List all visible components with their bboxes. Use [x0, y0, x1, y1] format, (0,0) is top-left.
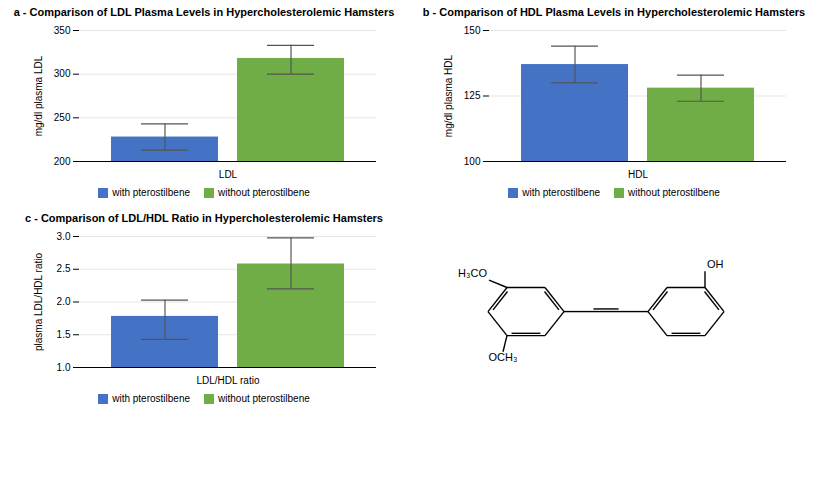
svg-text:H₃CO: H₃CO — [458, 267, 487, 279]
svg-text:2.0: 2.0 — [57, 296, 71, 307]
svg-text:mg/dl plasma LDL: mg/dl plasma LDL — [33, 55, 44, 136]
svg-text:100: 100 — [464, 156, 481, 167]
svg-text:1.0: 1.0 — [57, 362, 71, 373]
html-text:with pterostilbene: with pterostilbene — [112, 393, 190, 404]
svg-text:1.5: 1.5 — [57, 329, 71, 340]
svg-text:HDL: HDL — [628, 169, 648, 180]
svg-text:OCH₃: OCH₃ — [489, 351, 518, 363]
svg-text:OH: OH — [707, 258, 724, 270]
svg-text:200: 200 — [54, 156, 71, 167]
svg-text:250: 250 — [54, 112, 71, 123]
svg-text:300: 300 — [54, 68, 71, 79]
html-text:a - Comparison of LDL Plasma L: a - Comparison of LDL Plasma Levels in H… — [13, 6, 395, 18]
html-text:without pterostilbene: without pterostilbene — [628, 187, 720, 198]
html-text:with pterostilbene: with pterostilbene — [522, 187, 600, 198]
svg-text:150: 150 — [464, 25, 481, 36]
svg-text:125: 125 — [464, 90, 481, 101]
svg-text:LDL: LDL — [219, 169, 238, 180]
svg-text:3.0: 3.0 — [57, 231, 71, 242]
svg-text:350: 350 — [54, 25, 71, 36]
html-text:without pterostilbene: without pterostilbene — [218, 187, 310, 198]
html-text:with pterostilbene: with pterostilbene — [112, 187, 190, 198]
html-text:b - Comparison of HDL Plasma L: b - Comparison of HDL Plasma Levels in H… — [422, 6, 806, 18]
html-text:without pterostilbene: without pterostilbene — [218, 393, 310, 404]
svg-text:2.5: 2.5 — [57, 263, 71, 274]
html-text:c - Comparison of LDL/HDL Rati: c - Comparison of LDL/HDL Ratio in Hyper… — [25, 212, 383, 224]
svg-text:LDL/HDL ratio: LDL/HDL ratio — [197, 375, 260, 386]
svg-text:mg/dl plasma HDL: mg/dl plasma HDL — [443, 54, 454, 137]
svg-text:plasma LDL/HDL ratio: plasma LDL/HDL ratio — [33, 253, 44, 351]
